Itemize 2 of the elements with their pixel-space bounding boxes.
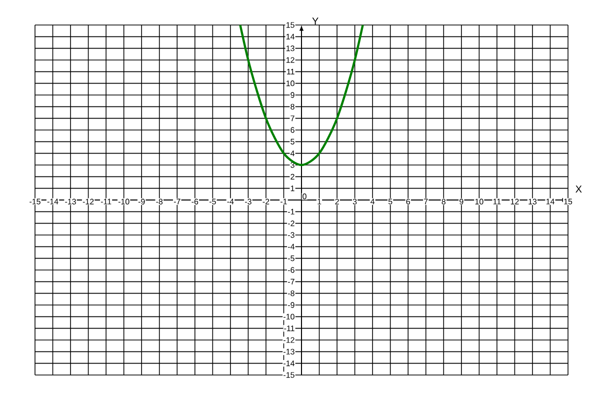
x-axis-title: X: [576, 186, 582, 192]
y-axis-title: Y: [312, 18, 318, 24]
